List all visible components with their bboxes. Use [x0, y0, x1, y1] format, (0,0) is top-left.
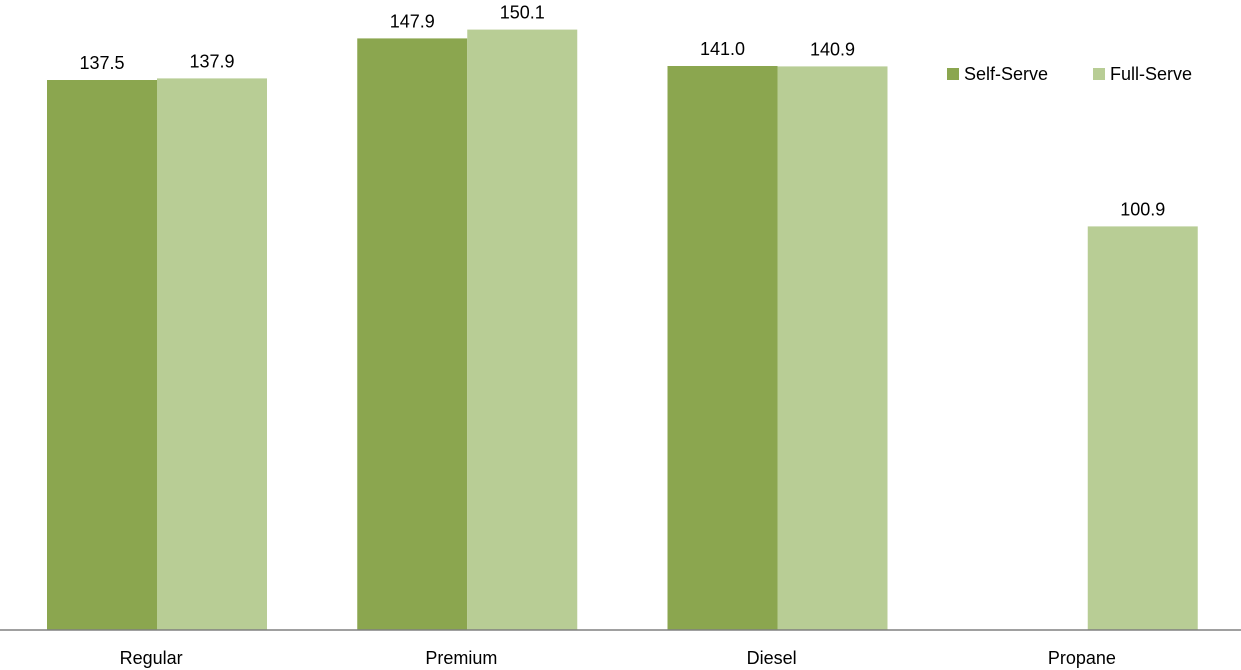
legend-swatch-self-serve	[947, 68, 959, 80]
legend-label-full-serve: Full-Serve	[1110, 64, 1192, 84]
legend-label-self-serve: Self-Serve	[964, 64, 1048, 84]
legend-swatch-full-serve	[1093, 68, 1105, 80]
x-tick-label-diesel: Diesel	[747, 648, 797, 668]
bar-self-serve-regular	[47, 80, 157, 630]
bars-layer	[47, 29, 1198, 631]
bar-full-serve-regular	[157, 78, 267, 630]
x-tick-label-premium: Premium	[425, 648, 497, 668]
data-label-self-serve-regular: 137.5	[79, 53, 124, 73]
data-label-self-serve-diesel: 141.0	[700, 39, 745, 59]
data-label-full-serve-propane: 100.9	[1120, 199, 1165, 219]
legend: Self-Serve Full-Serve	[947, 64, 1192, 84]
bar-self-serve-premium	[357, 38, 468, 630]
bar-full-serve-propane	[1087, 226, 1198, 630]
data-labels-layer: 137.5 137.9 147.9 150.1 141.0 140.9 100.9	[79, 3, 1165, 220]
bar-full-serve-premium	[467, 29, 578, 631]
bar-full-serve-diesel	[777, 66, 888, 630]
data-label-full-serve-regular: 137.9	[189, 51, 234, 71]
data-label-self-serve-premium: 147.9	[390, 11, 435, 31]
x-tick-label-regular: Regular	[120, 648, 183, 668]
data-label-full-serve-premium: 150.1	[500, 3, 545, 23]
x-tick-label-propane: Propane	[1048, 648, 1116, 668]
x-tick-labels: Regular Premium Diesel Propane	[120, 648, 1116, 668]
data-label-full-serve-diesel: 140.9	[810, 39, 855, 59]
bar-self-serve-diesel	[667, 66, 778, 630]
